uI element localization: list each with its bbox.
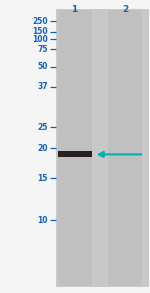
Text: 150: 150 [32, 27, 48, 36]
Text: 10: 10 [38, 216, 48, 225]
Text: 25: 25 [38, 123, 48, 132]
Bar [56, 9, 148, 287]
Text: 20: 20 [38, 144, 48, 153]
Text: 1: 1 [71, 5, 78, 14]
Text: 75: 75 [38, 45, 48, 54]
Text: 250: 250 [32, 17, 48, 25]
Bar [58, 151, 92, 157]
Text: 50: 50 [38, 62, 48, 71]
Text: 15: 15 [38, 174, 48, 183]
Text: 37: 37 [37, 82, 48, 91]
Bar [108, 10, 142, 286]
Text: 100: 100 [32, 35, 48, 44]
Bar [58, 10, 92, 286]
Text: 2: 2 [122, 5, 128, 14]
